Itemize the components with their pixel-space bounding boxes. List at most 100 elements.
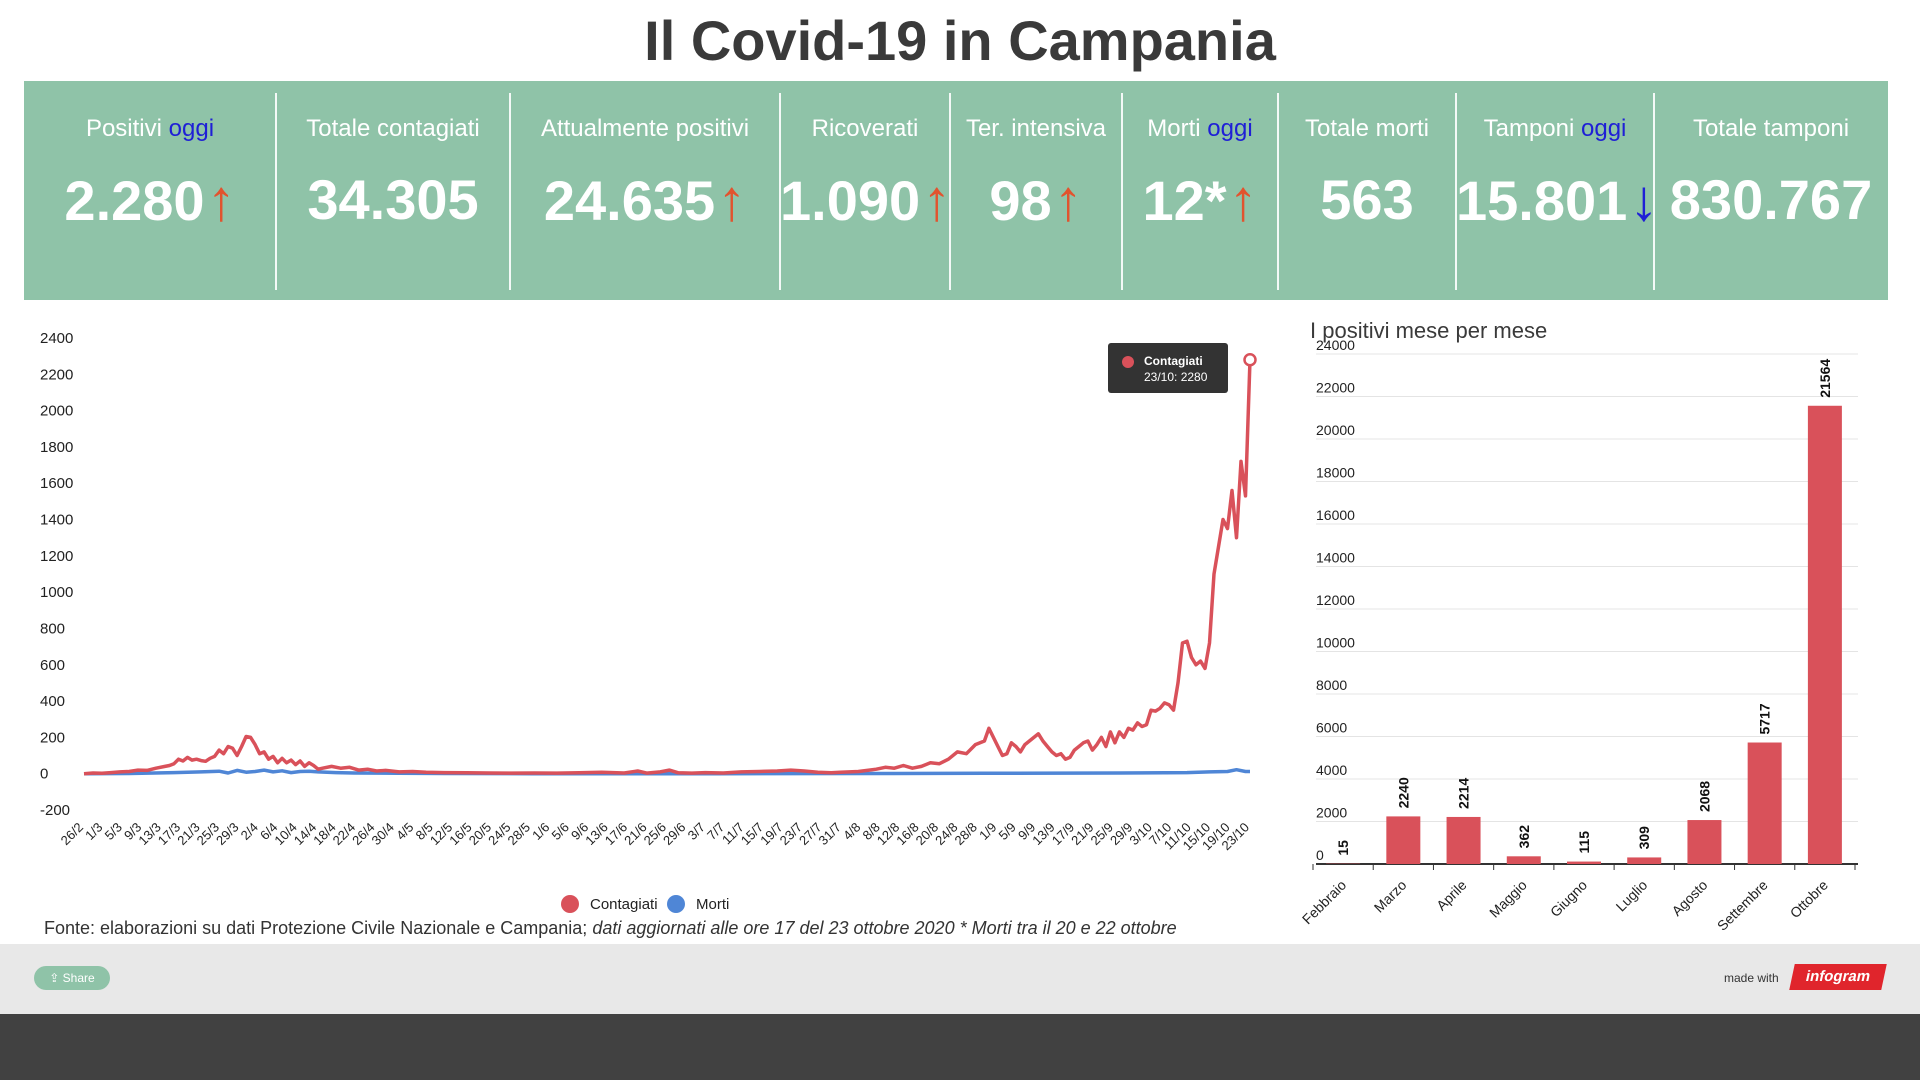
footer: ⇪ Share made with infogram — [0, 944, 1920, 1014]
stat-value: 98↑ — [950, 167, 1122, 234]
stat-label-text: Totale tamponi — [1692, 115, 1850, 142]
x-tick-label: Maggio — [1486, 877, 1530, 921]
stat-label: Attualmente positivi — [510, 115, 780, 143]
stat-value: 1.090↑ — [780, 167, 952, 234]
x-tick-label: Ottobre — [1787, 877, 1831, 921]
stat-value-number: 2.280 — [64, 169, 205, 232]
y-tick-label: 4000 — [1316, 762, 1347, 778]
y-tick-label: 2400 — [40, 330, 73, 347]
y-tick-label: 6000 — [1316, 720, 1347, 736]
legend-label[interactable]: Contagiati — [590, 896, 658, 913]
bar-settembre[interactable] — [1747, 742, 1782, 864]
stat-label-text: Ricoverati — [811, 115, 919, 142]
stat-value-number: 1.090 — [780, 169, 921, 232]
stat-label-text: Ter. intensiva — [965, 115, 1107, 142]
stat-value: 12*↑ — [1122, 167, 1278, 234]
stat-label: Tamponi oggi — [1456, 115, 1654, 143]
bar-marzo[interactable] — [1386, 816, 1421, 864]
stat-6: Totale morti 563 — [1278, 81, 1456, 300]
stat-5: Morti oggi 12*↑ — [1122, 81, 1278, 300]
bar-agosto[interactable] — [1687, 820, 1722, 864]
x-tick-label: Luglio — [1613, 877, 1651, 915]
stat-value-number: 830.767 — [1669, 168, 1873, 231]
stat-divider — [1455, 93, 1457, 290]
tooltip-series: Contagiati — [1144, 354, 1203, 368]
stats-panel: Positivi oggi 2.280 ↑ Totale contagiati 34.3… — [24, 81, 1888, 300]
stat-divider — [275, 93, 277, 290]
stat-label-text: Attualmente positivi — [540, 115, 750, 142]
highlight-point[interactable] — [1243, 353, 1257, 367]
y-tick-label: 24000 — [1316, 337, 1355, 353]
bar-aprile[interactable] — [1446, 816, 1481, 864]
x-tick-label: 28/8 — [952, 820, 981, 849]
x-tick-label: 29/6 — [660, 820, 689, 849]
bar-giugno[interactable] — [1567, 861, 1601, 864]
bar-value-label: 362 — [1516, 825, 1532, 849]
stat-label-highlight: oggi — [1200, 115, 1253, 142]
x-tick-label: Agosto — [1668, 877, 1710, 919]
x-tick-label: 30/4 — [369, 820, 398, 849]
stat-value: 24.635↑ — [510, 167, 780, 234]
bar-value-label: 5717 — [1757, 703, 1773, 734]
stat-value-number: 98 — [989, 169, 1052, 232]
y-tick-label: 12000 — [1316, 592, 1355, 608]
bar-maggio[interactable] — [1506, 856, 1541, 864]
stat-value-number: 34.305 — [307, 168, 479, 231]
legend-swatch-contagiati[interactable] — [561, 895, 579, 913]
y-tick-label: 2200 — [40, 366, 73, 383]
bar-ottobre[interactable] — [1807, 405, 1842, 864]
x-tick-label: Giugno — [1547, 877, 1590, 920]
bar-value-label: 2240 — [1395, 777, 1411, 808]
arrow-up-icon: ↑ — [922, 168, 952, 233]
stat-value: 563 — [1278, 167, 1456, 232]
stat-label-text: Totale morti — [1304, 115, 1430, 142]
stat-label-text: Morti — [1147, 115, 1201, 142]
infogram-logo[interactable]: infogram — [1789, 964, 1887, 990]
stat-label: Totale contagiati — [276, 115, 510, 143]
stat-label-highlight: oggi — [1574, 115, 1627, 142]
bar-value-label: 2068 — [1696, 781, 1712, 812]
series-line-contagiati — [83, 359, 1252, 776]
y-tick-label: 2000 — [40, 403, 73, 420]
line-chart: 2400220020001800160014001200100080060040… — [40, 330, 1257, 913]
y-tick-label: 1400 — [40, 512, 73, 529]
stat-4: Ter. intensiva 98↑ — [950, 81, 1122, 300]
y-tick-label: 1200 — [40, 548, 73, 565]
stat-label: Ter. intensiva — [950, 115, 1122, 143]
page-title: Il Covid-19 in Campania — [644, 9, 1276, 72]
stat-divider — [509, 93, 511, 290]
bar-chart-title: I positivi mese per mese — [1310, 318, 1547, 343]
stat-value-number: 563 — [1320, 168, 1414, 231]
y-tick-label: 14000 — [1316, 550, 1355, 566]
x-tick-label: Aprile — [1433, 877, 1470, 914]
stat-7: Tamponi oggi 15.801↓ — [1456, 81, 1658, 300]
tooltip-value: 23/10: 2280 — [1144, 370, 1208, 384]
x-tick-label: Marzo — [1371, 877, 1410, 916]
stat-2: Attualmente positivi 24.635↑ — [510, 81, 780, 300]
legend-swatch-morti[interactable] — [667, 895, 685, 913]
stat-0: Positivi oggi 2.280↑ — [24, 81, 276, 300]
stat-8: Totale tamponi 830.767 — [1654, 81, 1888, 300]
stat-label-highlight: oggi — [161, 115, 215, 142]
y-tick-label: 22000 — [1316, 380, 1355, 396]
y-tick-label: 20000 — [1316, 422, 1355, 438]
bar-value-label: 21564 — [1817, 359, 1833, 398]
share-button[interactable]: ⇪ Share — [34, 966, 110, 990]
stat-value-number: 12* — [1142, 169, 1227, 232]
stat-label: Ricoverati — [780, 115, 950, 143]
bar-value-label: 115 — [1576, 831, 1592, 854]
y-tick-label: 200 — [40, 729, 65, 746]
bar-luglio[interactable] — [1627, 857, 1662, 864]
y-tick-label: 1000 — [40, 584, 73, 601]
source-prefix: Fonte: elaborazioni su dati Protezione C… — [44, 918, 588, 938]
legend-label[interactable]: Morti — [696, 896, 729, 913]
y-tick-label: 0 — [40, 766, 48, 783]
stat-divider — [949, 93, 951, 290]
share-icon: ⇪ — [49, 971, 63, 985]
bar-value-label: 309 — [1636, 826, 1652, 850]
arrow-up-icon: ↑ — [717, 168, 747, 233]
stat-value: 830.767 — [1654, 167, 1888, 232]
stat-label-text: Positivi — [85, 115, 162, 142]
x-tick-label: Febbraio — [1300, 877, 1349, 928]
